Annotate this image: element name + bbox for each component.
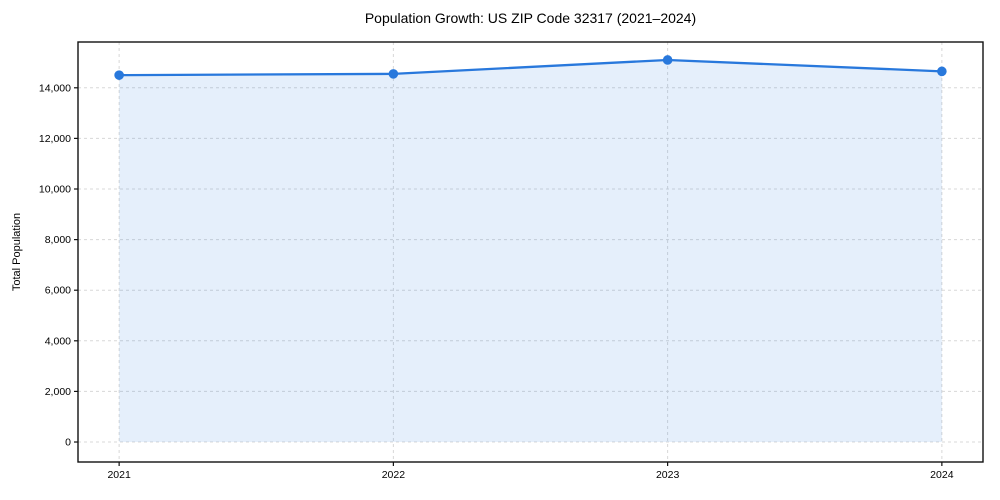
data-point-2023 bbox=[662, 55, 673, 65]
data-point-2024 bbox=[937, 66, 947, 77]
x-tick-label: 2023 bbox=[656, 469, 680, 481]
gridlines bbox=[78, 42, 983, 462]
y-tick-label: 8,000 bbox=[45, 234, 71, 246]
series-line bbox=[117, 58, 944, 77]
x-tick-label: 2021 bbox=[107, 469, 131, 481]
y-tick-label: 4,000 bbox=[45, 335, 71, 347]
axis-ticks bbox=[74, 87, 943, 466]
y-tick-label: 6,000 bbox=[45, 285, 71, 297]
x-tick-label: 2022 bbox=[382, 469, 406, 481]
x-tick-label: 2024 bbox=[930, 469, 954, 481]
y-tick-label: 12,000 bbox=[39, 133, 71, 145]
area-fill bbox=[119, 59, 942, 443]
data-point-2021 bbox=[114, 70, 124, 80]
y-tick-label: 14,000 bbox=[39, 82, 71, 94]
y-tick-label: 0 bbox=[65, 437, 71, 449]
plot-border bbox=[77, 41, 984, 463]
axis-tick-labels: 0 2,000 4,000 6,000 8,000 10,000 12,000 14,000 2… bbox=[39, 82, 954, 481]
data-point-2022 bbox=[388, 69, 399, 79]
y-tick-label: 2,000 bbox=[45, 386, 71, 398]
y-tick-label: 10,000 bbox=[39, 184, 71, 196]
chart-title: Population Growth: US ZIP Code 32317 (20… bbox=[364, 10, 697, 26]
